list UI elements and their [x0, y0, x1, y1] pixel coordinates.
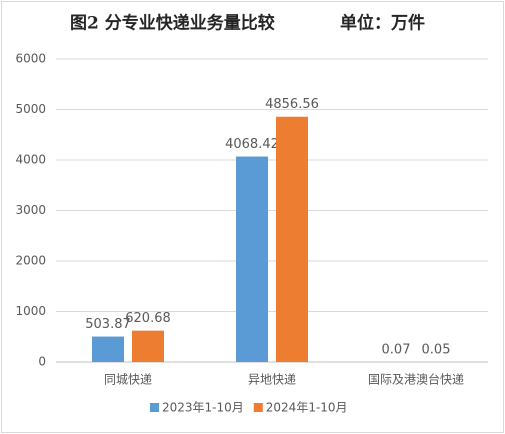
chart-title: 图2 分专业快递业务量比较	[70, 13, 275, 34]
legend-swatch	[150, 403, 159, 412]
value-label: 0.07	[382, 342, 411, 357]
y-tick-label: 4000	[15, 153, 46, 167]
y-tick-label: 0	[38, 355, 46, 369]
y-tick-label: 6000	[15, 52, 46, 66]
x-tick-label: 异地快递	[248, 373, 296, 387]
x-tick-label: 国际及港澳台快递	[368, 372, 464, 387]
bar	[276, 116, 308, 363]
value-label: 0.05	[422, 342, 451, 357]
x-tick-label: 同城快递	[104, 373, 152, 387]
bar	[132, 330, 164, 362]
bar	[236, 156, 268, 362]
legend-swatch	[253, 403, 263, 412]
y-tick-label: 1000	[15, 304, 46, 318]
value-label: 503.87	[85, 317, 131, 332]
y-tick-label: 5000	[15, 102, 46, 116]
legend-label: 2023年1-10月	[162, 401, 244, 415]
y-tick-label: 3000	[15, 203, 46, 217]
chart-unit: 单位：万件	[340, 13, 425, 34]
legend-label: 2024年1-10月	[266, 401, 348, 415]
y-tick-label: 2000	[15, 254, 46, 268]
bar	[92, 336, 124, 362]
value-label: 4856.56	[265, 97, 319, 112]
value-label: 620.68	[125, 311, 171, 326]
value-label: 4068.42	[225, 137, 279, 152]
